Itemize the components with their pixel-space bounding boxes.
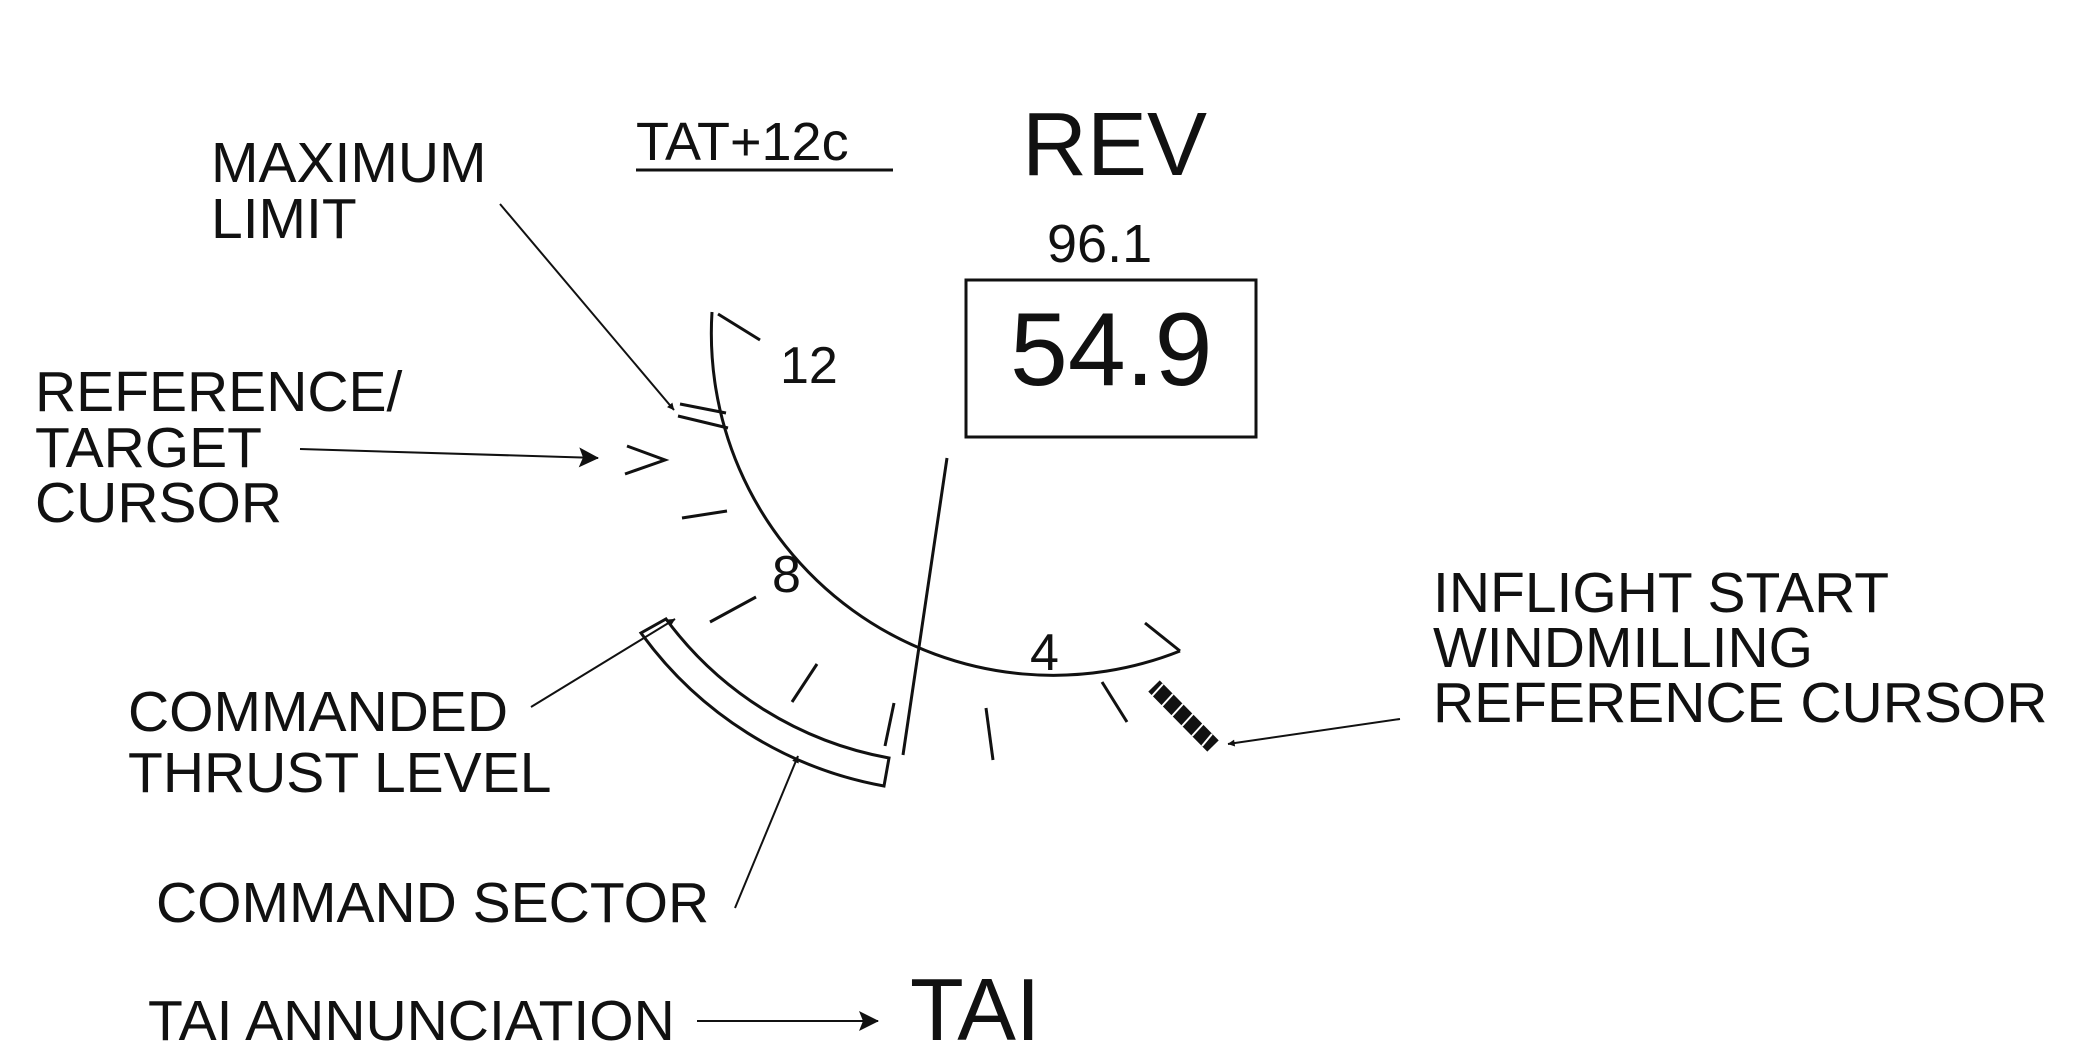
tick-minor [790,663,819,703]
tai-annunciation: TAI [910,960,1040,1047]
windmilling-reference-cursor [1148,680,1219,752]
callout-tai-annunciation: TAI ANNUNCIATION [148,989,675,1047]
tat-readout: TAT+12c [636,112,849,172]
primary-readout-box [964,278,1258,439]
arrow-commanded-thrust-level [530,618,676,708]
callout-inflight-start: INFLIGHT START WINDMILLING REFERENCE CUR… [1433,561,2047,735]
gauge-needle [901,457,949,756]
secondary-readout: 96.1 [1047,214,1152,274]
scale-label-4: 4 [1030,624,1059,682]
tick-minor [883,702,896,747]
maximum-limit-marker [677,402,729,430]
scale-label-8: 8 [772,546,801,604]
gauge-arc [709,311,1181,677]
tick-major-12 [717,312,761,342]
arrow-reference-target-cursor [299,447,599,468]
callout-maximum-limit: MAXIMUM LIMIT [211,131,502,251]
tick-marks [681,312,1181,761]
arrow-inflight-start [1227,718,1401,747]
arrow-command-sector [734,755,799,909]
tick-minor [681,509,728,520]
primary-readout: 54.9 [1010,292,1212,408]
callout-reference-target-cursor: REFERENCE/ TARGET CURSOR [35,360,418,535]
tick-major-8 [709,595,757,624]
arrow-maximum-limit [499,203,675,411]
scale-label-12: 12 [780,337,838,395]
reference-target-cursor [624,444,670,476]
tick-minor [984,707,995,761]
command-sector-band [638,617,891,788]
tick-end [1144,621,1181,653]
callout-command-sector: COMMAND SECTOR [156,871,709,935]
tick-major-4 [1100,681,1129,723]
callout-commanded-thrust-level: COMMANDED THRUST LEVEL [128,680,551,805]
rev-mode-label: REV [1022,95,1207,195]
